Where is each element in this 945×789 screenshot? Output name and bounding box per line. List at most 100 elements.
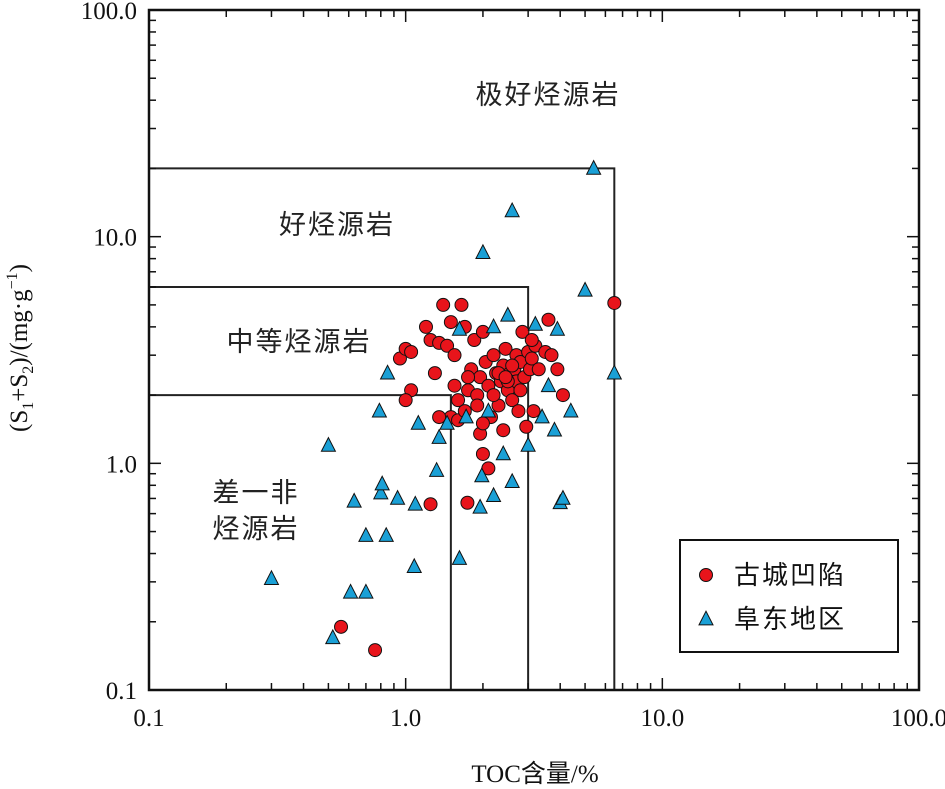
y-label-subscript: 1 <box>20 402 37 410</box>
data-point-triangle <box>374 475 390 491</box>
data-point-circle <box>418 319 433 334</box>
y-tick-label: 0.1 <box>106 678 137 705</box>
zone-boundary <box>149 167 616 690</box>
data-point-circle <box>519 419 534 434</box>
axis-tick-labels: 0.1 1.0 10.0 100.0 0.1 1.0 10.0 100.0 <box>81 0 945 732</box>
data-point-triangle <box>358 583 374 599</box>
data-point-circle <box>461 370 476 385</box>
data-point-triangle <box>406 557 423 574</box>
data-point-triangle <box>472 498 488 514</box>
data-point-circle <box>427 366 442 381</box>
data-point-circle <box>541 312 556 327</box>
axis-ticks <box>148 10 919 691</box>
data-point-circle <box>550 362 565 377</box>
data-point-circle <box>486 348 501 363</box>
data-point-triangle <box>555 489 571 505</box>
data-point-circle <box>526 404 541 419</box>
x-axis-label: TOC含量/% <box>471 760 598 788</box>
x-tick-label: 0.1 <box>133 705 164 732</box>
data-point-circle <box>513 383 528 398</box>
plot-border <box>147 8 921 692</box>
data-point-triangle <box>546 421 563 437</box>
data-point-triangle <box>527 315 544 331</box>
legend-triangle-marker <box>698 610 714 626</box>
y-label-part: (S <box>6 410 33 432</box>
data-point-triangle <box>263 569 280 585</box>
plot-frame <box>147 8 921 692</box>
data-point-triangle <box>534 408 550 424</box>
data-point-circle <box>486 388 501 403</box>
data-point-circle <box>334 619 349 634</box>
legend-circle-marker <box>699 568 713 582</box>
data-point-circle <box>555 388 570 403</box>
data-point-triangle <box>324 628 341 645</box>
data-point-triangle <box>371 402 388 418</box>
data-point-triangle <box>540 376 557 393</box>
x-tick-label: 100.0 <box>891 705 945 732</box>
y-label-part: +S <box>6 374 33 402</box>
data-point-triangle <box>346 492 362 508</box>
data-point-triangle <box>577 281 593 297</box>
data-point-circle <box>475 446 490 461</box>
data-point-circle <box>531 362 546 377</box>
data-point-triangle <box>410 414 427 430</box>
data-point-circle <box>475 416 490 431</box>
data-point-triangle <box>378 526 395 542</box>
data-point-triangle <box>499 306 516 322</box>
y-label-part: )/(mg·g <box>6 289 33 366</box>
data-point-triangle <box>372 484 389 500</box>
data-point-circle <box>515 324 530 339</box>
data-point-circle <box>451 393 466 408</box>
data-point-triangle <box>358 526 374 542</box>
zone-label: 中等烃源岩 <box>227 327 372 358</box>
data-point-triangle <box>485 317 502 334</box>
y-tick-label: 100.0 <box>81 0 137 25</box>
x-tick-label: 10.0 <box>640 705 684 732</box>
data-point-circle <box>467 333 482 348</box>
data-point-triangle <box>495 445 512 461</box>
data-point-circle <box>470 398 485 413</box>
data-point-circle <box>454 297 469 312</box>
zone-label: 好烃源岩 <box>279 210 395 241</box>
zone-label: 烃源岩 <box>213 514 300 545</box>
data-point-triangle <box>504 201 520 218</box>
y-label-superscript: −1 <box>4 272 21 289</box>
data-point-circle <box>607 295 622 310</box>
data-point-circle <box>544 348 559 363</box>
data-point-circle <box>460 495 475 510</box>
data-point-triangle <box>485 486 502 503</box>
data-points <box>263 159 623 658</box>
data-point-triangle <box>389 489 406 505</box>
data-point-triangle <box>585 159 602 175</box>
data-point-triangle <box>473 467 490 483</box>
data-point-circle <box>505 393 520 408</box>
data-point-triangle <box>320 436 337 452</box>
data-point-circle <box>498 341 513 356</box>
data-point-triangle <box>480 402 497 418</box>
data-point-circle <box>496 423 511 438</box>
data-point-circle <box>440 338 455 353</box>
zone-boundary <box>149 394 452 690</box>
zone-label: 差一非 <box>213 478 300 509</box>
data-point-circle <box>432 410 447 425</box>
data-point-triangle <box>379 364 396 380</box>
data-point-triangle <box>451 549 468 565</box>
data-point-triangle <box>458 408 474 424</box>
data-point-triangle <box>428 461 445 477</box>
data-point-triangle <box>563 402 579 418</box>
legend-entry: 古城凹陷 <box>734 561 846 591</box>
data-point-circle <box>447 348 462 363</box>
data-point-triangle <box>606 364 623 380</box>
y-tick-label: 10.0 <box>93 225 137 252</box>
data-point-triangle <box>520 436 536 452</box>
data-point-circle <box>404 344 419 359</box>
y-label-part: ) <box>6 264 33 272</box>
data-point-triangle <box>407 495 424 511</box>
data-point-circle <box>524 333 539 348</box>
data-point-circle <box>398 393 413 408</box>
data-point-circle <box>436 297 451 312</box>
data-point-circle <box>505 358 520 373</box>
y-label-subscript: 2 <box>20 366 37 374</box>
